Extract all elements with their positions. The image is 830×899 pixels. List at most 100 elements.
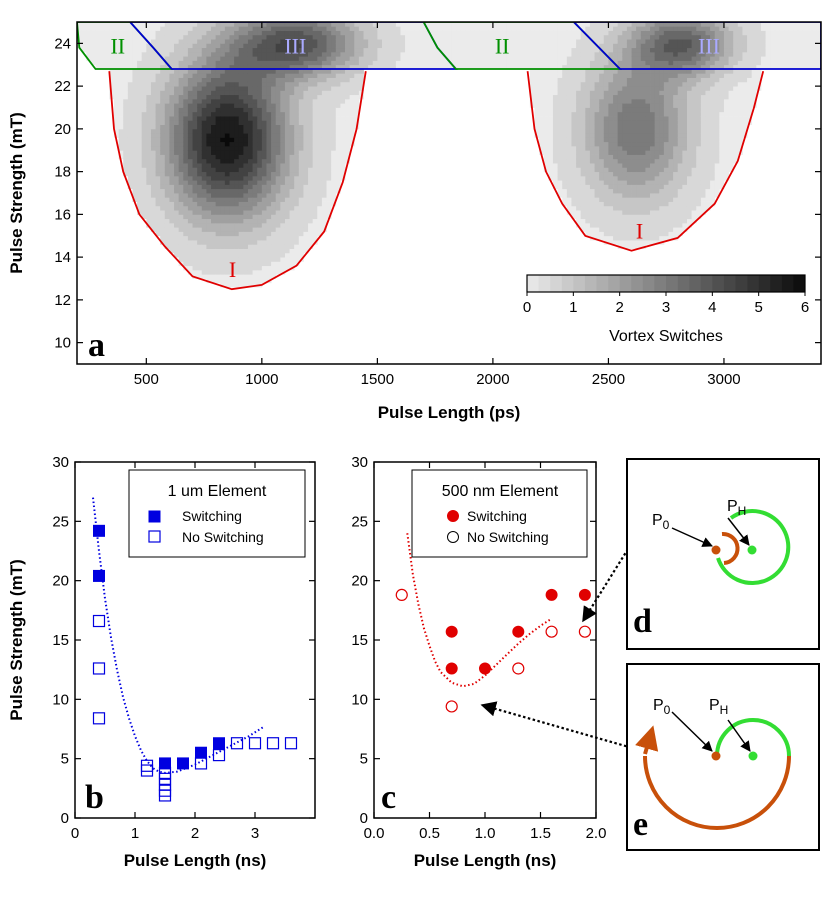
heatmap-cell	[197, 184, 203, 190]
heatmap-cell	[229, 34, 235, 40]
heatmap-cell	[529, 47, 535, 53]
heatmap-cell	[100, 22, 106, 27]
heatmap-cell	[673, 56, 679, 61]
heatmap-cell	[400, 39, 406, 44]
heatmap-cell	[405, 22, 411, 27]
heatmap-cell	[261, 128, 267, 134]
heatmap-cell	[312, 201, 318, 207]
heatmap-cell	[211, 274, 217, 279]
heatmap-cell	[284, 90, 290, 96]
heatmap-cell	[146, 60, 152, 66]
heatmap-cell	[622, 107, 628, 113]
heatmap-cell	[682, 107, 688, 113]
heatmap-cell	[585, 26, 591, 31]
heatmap-cell	[215, 64, 221, 70]
heatmap-cell	[146, 69, 152, 74]
heatmap-cell	[571, 94, 577, 100]
heatmap-cell	[317, 150, 323, 155]
heatmap-cell	[289, 154, 295, 160]
heatmap-cell	[663, 90, 669, 96]
heatmap-cell	[164, 240, 170, 245]
heatmap-cell	[368, 56, 374, 61]
heatmap-cell	[668, 111, 674, 117]
heatmap-cell	[109, 39, 115, 44]
heatmap-cell	[238, 150, 244, 155]
heatmap-cell	[197, 218, 203, 224]
heatmap-cell	[164, 73, 170, 78]
heatmap-cell	[599, 56, 605, 61]
heatmap-cell	[636, 214, 642, 220]
heatmap-cell	[557, 77, 563, 83]
heatmap-cell	[548, 175, 554, 181]
heatmap-cell	[137, 47, 143, 53]
heatmap-cell	[437, 51, 443, 57]
heatmap-cell	[224, 274, 230, 279]
heatmap-cell	[201, 145, 207, 151]
heatmap-cell	[192, 69, 198, 74]
heatmap-cell	[271, 124, 277, 130]
heatmap-cell	[321, 210, 327, 215]
heatmap-cell	[113, 103, 119, 108]
heatmap-cell	[298, 145, 304, 151]
heatmap-cell	[160, 137, 166, 143]
heatmap-cell	[160, 145, 166, 151]
heatmap-cell	[395, 34, 401, 40]
heatmap-cell	[539, 128, 545, 134]
heatmap-cell	[289, 261, 295, 267]
heatmap-cell	[289, 133, 295, 138]
heatmap-cell	[654, 167, 660, 173]
heatmap-cell	[271, 193, 277, 198]
heatmap-cell	[589, 145, 595, 151]
heatmap-cell	[146, 111, 152, 117]
heatmap-cell	[206, 274, 212, 279]
heatmap-cell	[271, 257, 277, 262]
heatmap-cell	[455, 51, 461, 57]
heatmap-cell	[492, 34, 498, 40]
heatmap-cell	[321, 218, 327, 224]
heatmap-cell	[298, 60, 304, 66]
heatmap-cell	[460, 22, 466, 27]
heatmap-cell	[673, 30, 679, 36]
heatmap-cell	[354, 26, 360, 31]
heatmap-cell	[400, 43, 406, 49]
heatmap-cell	[566, 154, 572, 160]
heatmap-cell	[155, 188, 161, 194]
heatmap-cell	[160, 197, 166, 202]
heatmap-cell	[686, 222, 693, 228]
heatmap-cell	[696, 163, 702, 168]
heatmap-cell	[608, 98, 614, 104]
heatmap-cell	[395, 60, 401, 66]
heatmap-cell	[224, 150, 230, 155]
heatmap-cell	[599, 86, 605, 91]
heatmap-cell	[220, 111, 226, 117]
heatmap-cell	[215, 124, 221, 130]
heatmap-cell	[164, 43, 170, 49]
heatmap-cell	[220, 214, 226, 220]
heatmap-cell	[677, 64, 683, 70]
heatmap-cell	[275, 77, 281, 83]
heatmap-cell	[187, 150, 193, 155]
heatmap-cell	[280, 214, 286, 220]
heatmap-cell	[192, 47, 198, 53]
heatmap-cell	[275, 137, 281, 143]
heatmap-cell	[576, 201, 582, 207]
heatmap-cell	[594, 124, 600, 130]
heatmap-cell	[594, 218, 600, 224]
heatmap-cell	[201, 167, 207, 173]
heatmap-cell	[557, 43, 563, 49]
heatmap-cell	[599, 141, 605, 147]
heatmap-cell	[686, 64, 693, 70]
heatmap-cell	[284, 133, 290, 138]
heatmap-cell	[164, 154, 170, 160]
heatmap-cell	[335, 98, 341, 104]
heatmap-cell	[696, 34, 702, 40]
heatmap-cell	[673, 81, 679, 87]
heatmap-cell	[381, 26, 388, 31]
heatmap-cell	[192, 257, 198, 262]
heatmap-cell	[183, 158, 189, 164]
heatmap-cell	[220, 22, 226, 27]
heatmap-cell	[197, 227, 203, 232]
heatmap-cell	[354, 39, 360, 44]
